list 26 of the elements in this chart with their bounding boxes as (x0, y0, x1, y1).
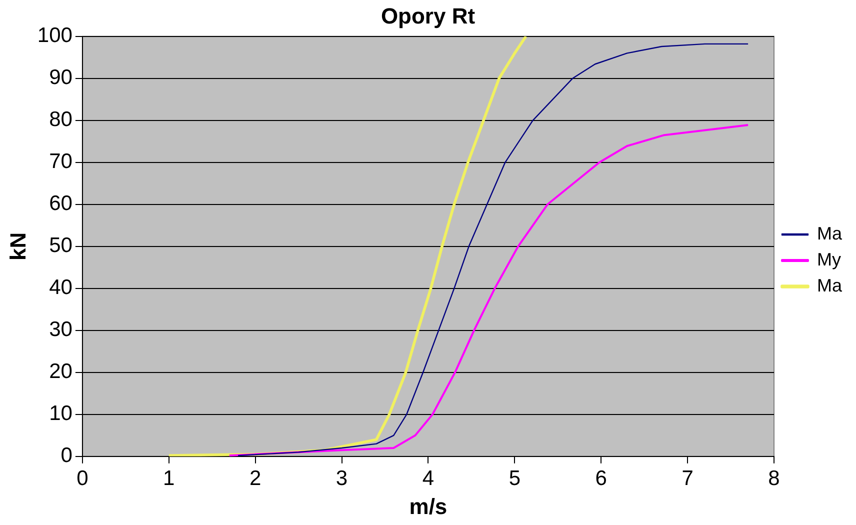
y-axis-title: kN (5, 232, 30, 260)
y-tick-label: 30 (49, 318, 72, 342)
legend-label: Ma (816, 223, 843, 244)
y-tick-label: 80 (49, 108, 72, 132)
y-tick-label: 60 (49, 192, 72, 216)
x-tick-label: 2 (249, 466, 262, 490)
x-tick-label: 5 (508, 466, 521, 490)
x-axis-title: m/s (409, 494, 448, 519)
y-tick-label: 20 (49, 360, 72, 384)
y-tick-label: 0 (60, 444, 72, 468)
y-tick-label: 70 (49, 150, 72, 174)
y-tick-label: 10 (49, 402, 72, 426)
x-tick-label: 6 (595, 466, 607, 490)
y-tick-label: 90 (49, 66, 72, 90)
y-tick-label: 100 (37, 24, 72, 48)
x-tick-label: 0 (76, 466, 88, 490)
x-tick-label: 4 (422, 466, 434, 490)
chart-title: Opory Rt (380, 3, 476, 28)
legend-label: Ma (816, 275, 843, 296)
y-tick-label: 40 (49, 276, 72, 300)
y-tick-label: 50 (49, 234, 72, 258)
legend-label: My (816, 249, 841, 270)
x-tick-label: 1 (163, 466, 175, 490)
x-tick-label: 7 (682, 466, 694, 490)
x-tick-label: 3 (336, 466, 348, 490)
x-tick-label: 8 (768, 466, 780, 490)
